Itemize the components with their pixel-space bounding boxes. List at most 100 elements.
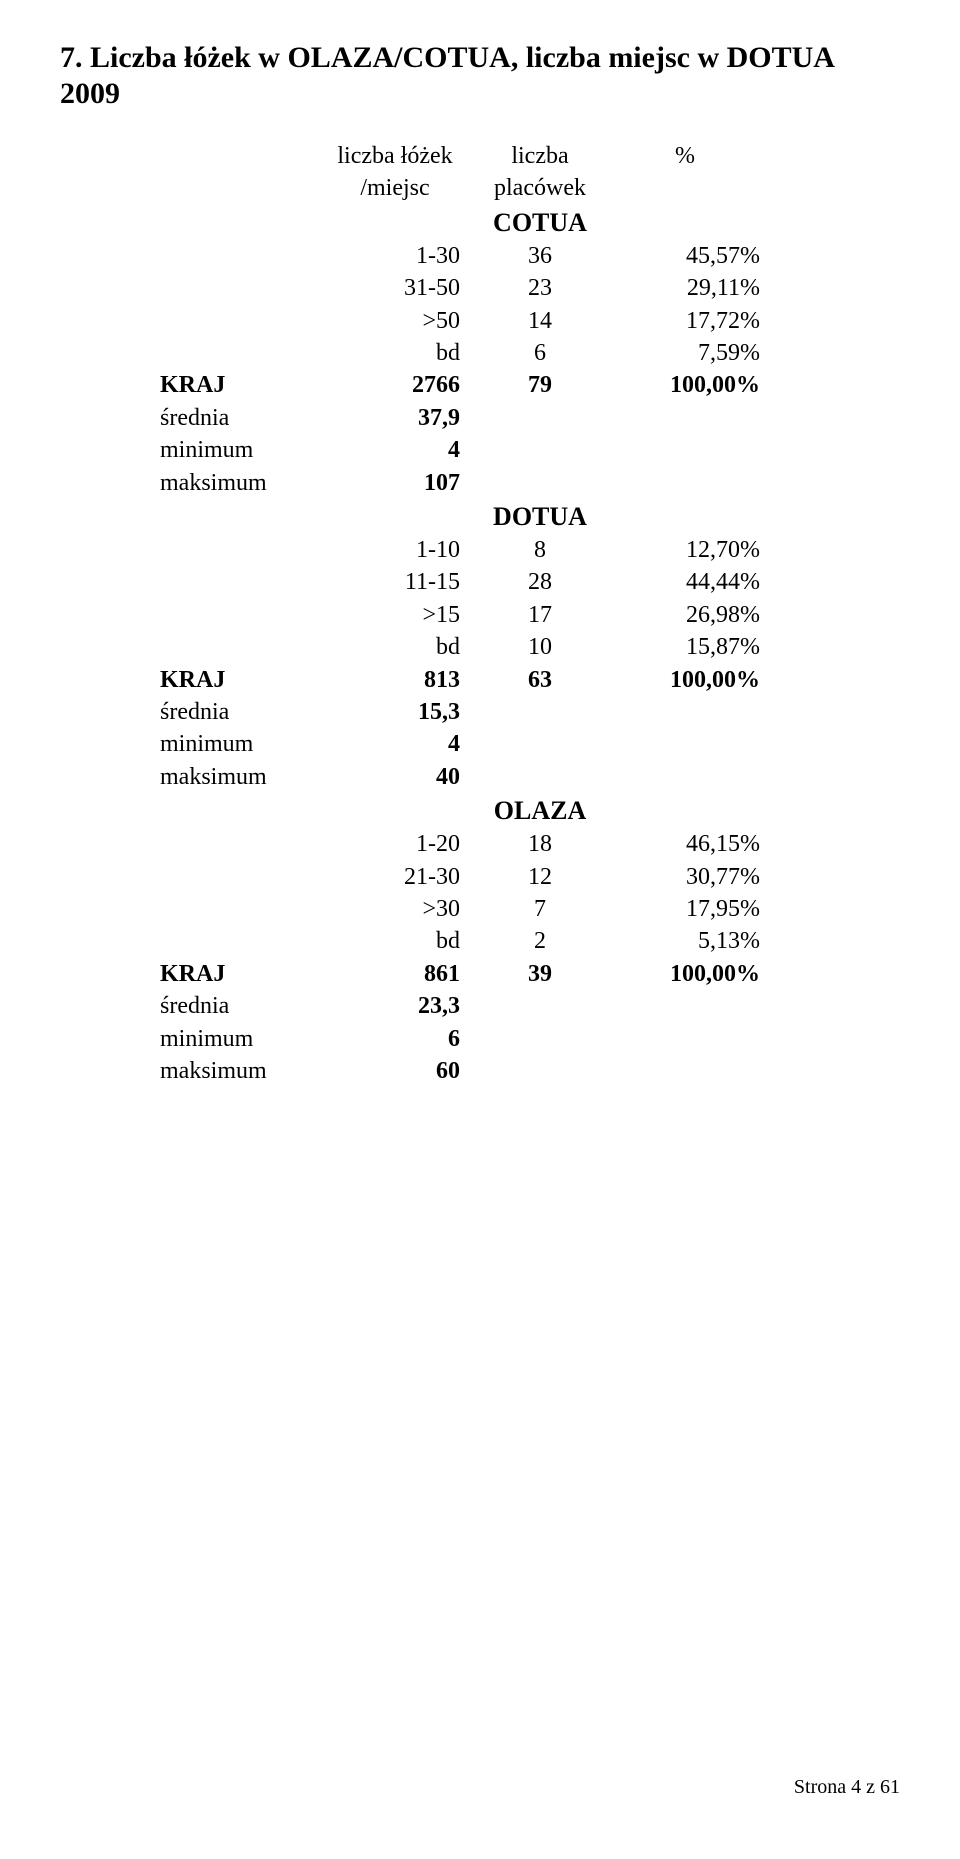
pct-cell: 17,95%: [610, 893, 760, 925]
stat-row: minimum 4: [160, 728, 900, 760]
kraj-val: 2766: [330, 369, 470, 401]
range-cell: >50: [330, 305, 470, 337]
stat-val: 4: [330, 434, 470, 466]
header-col-a: liczba łóżek: [330, 140, 470, 172]
count-cell: 18: [470, 828, 610, 860]
range-cell: 1-30: [330, 240, 470, 272]
section-heading-dotua: DOTUA: [160, 499, 900, 534]
table-row: 21-30 12 30,77%: [160, 861, 900, 893]
range-cell: 31-50: [330, 272, 470, 304]
kraj-row: KRAJ 2766 79 100,00%: [160, 369, 900, 401]
kraj-label: KRAJ: [160, 664, 330, 696]
count-cell: 14: [470, 305, 610, 337]
pct-cell: 26,98%: [610, 599, 760, 631]
range-cell: 11-15: [330, 566, 470, 598]
kraj-count: 39: [470, 958, 610, 990]
title-line-2: 2009: [60, 77, 120, 110]
stat-row: maksimum 107: [160, 467, 900, 499]
stat-label: średnia: [160, 696, 330, 728]
kraj-val: 813: [330, 664, 470, 696]
stat-label: maksimum: [160, 761, 330, 793]
header-col-c: %: [610, 140, 760, 172]
page-title: 7. Liczba łóżek w OLAZA/COTUA, liczba mi…: [60, 40, 900, 112]
section-label: DOTUA: [470, 499, 610, 534]
page-footer: Strona 4 z 61: [794, 1776, 900, 1799]
count-cell: 17: [470, 599, 610, 631]
kraj-pct: 100,00%: [610, 958, 760, 990]
table-row: bd 10 15,87%: [160, 631, 900, 663]
stat-val: 4: [330, 728, 470, 760]
stat-val: 15,3: [330, 696, 470, 728]
kraj-label: KRAJ: [160, 369, 330, 401]
count-cell: 28: [470, 566, 610, 598]
pct-cell: 29,11%: [610, 272, 760, 304]
header-col-a2: /miejsc: [330, 172, 470, 204]
stat-label: maksimum: [160, 1055, 330, 1087]
kraj-pct: 100,00%: [610, 369, 760, 401]
kraj-count: 63: [470, 664, 610, 696]
stat-label: maksimum: [160, 467, 330, 499]
table-row: 11-15 28 44,44%: [160, 566, 900, 598]
stat-row: maksimum 40: [160, 761, 900, 793]
stat-row: średnia 23,3: [160, 990, 900, 1022]
table-header-row: liczba łóżek liczba %: [160, 140, 900, 172]
pct-cell: 46,15%: [610, 828, 760, 860]
range-cell: >15: [330, 599, 470, 631]
table-row: >15 17 26,98%: [160, 599, 900, 631]
pct-cell: 5,13%: [610, 925, 760, 957]
pct-cell: 12,70%: [610, 534, 760, 566]
table-row: 31-50 23 29,11%: [160, 272, 900, 304]
range-cell: 21-30: [330, 861, 470, 893]
range-cell: 1-10: [330, 534, 470, 566]
pct-cell: 7,59%: [610, 337, 760, 369]
stat-val: 107: [330, 467, 470, 499]
range-cell: 1-20: [330, 828, 470, 860]
data-table: liczba łóżek liczba % /miejsc placówek C…: [160, 140, 900, 1087]
table-row: >30 7 17,95%: [160, 893, 900, 925]
stat-val: 40: [330, 761, 470, 793]
stat-label: średnia: [160, 990, 330, 1022]
section-label: COTUA: [470, 205, 610, 240]
kraj-row: KRAJ 861 39 100,00%: [160, 958, 900, 990]
stat-label: minimum: [160, 434, 330, 466]
range-cell: >30: [330, 893, 470, 925]
header-col-b2: placówek: [470, 172, 610, 204]
section-heading-olaza: OLAZA: [160, 793, 900, 828]
count-cell: 10: [470, 631, 610, 663]
table-row: 1-30 36 45,57%: [160, 240, 900, 272]
stat-val: 6: [330, 1023, 470, 1055]
table-row: 1-10 8 12,70%: [160, 534, 900, 566]
count-cell: 7: [470, 893, 610, 925]
table-row: bd 2 5,13%: [160, 925, 900, 957]
table-row: bd 6 7,59%: [160, 337, 900, 369]
count-cell: 6: [470, 337, 610, 369]
stat-row: minimum 6: [160, 1023, 900, 1055]
range-cell: bd: [330, 925, 470, 957]
section-label: OLAZA: [470, 793, 610, 828]
pct-cell: 30,77%: [610, 861, 760, 893]
pct-cell: 45,57%: [610, 240, 760, 272]
pct-cell: 17,72%: [610, 305, 760, 337]
count-cell: 36: [470, 240, 610, 272]
stat-val: 37,9: [330, 402, 470, 434]
stat-label: minimum: [160, 1023, 330, 1055]
count-cell: 12: [470, 861, 610, 893]
kraj-row: KRAJ 813 63 100,00%: [160, 664, 900, 696]
stat-label: minimum: [160, 728, 330, 760]
stat-val: 23,3: [330, 990, 470, 1022]
stat-row: minimum 4: [160, 434, 900, 466]
stat-row: średnia 37,9: [160, 402, 900, 434]
count-cell: 8: [470, 534, 610, 566]
pct-cell: 15,87%: [610, 631, 760, 663]
count-cell: 23: [470, 272, 610, 304]
header-col-b: liczba: [470, 140, 610, 172]
table-header-row: /miejsc placówek: [160, 172, 900, 204]
stat-row: maksimum 60: [160, 1055, 900, 1087]
range-cell: bd: [330, 337, 470, 369]
table-row: >50 14 17,72%: [160, 305, 900, 337]
kraj-pct: 100,00%: [610, 664, 760, 696]
range-cell: bd: [330, 631, 470, 663]
stat-row: średnia 15,3: [160, 696, 900, 728]
stat-label: średnia: [160, 402, 330, 434]
count-cell: 2: [470, 925, 610, 957]
